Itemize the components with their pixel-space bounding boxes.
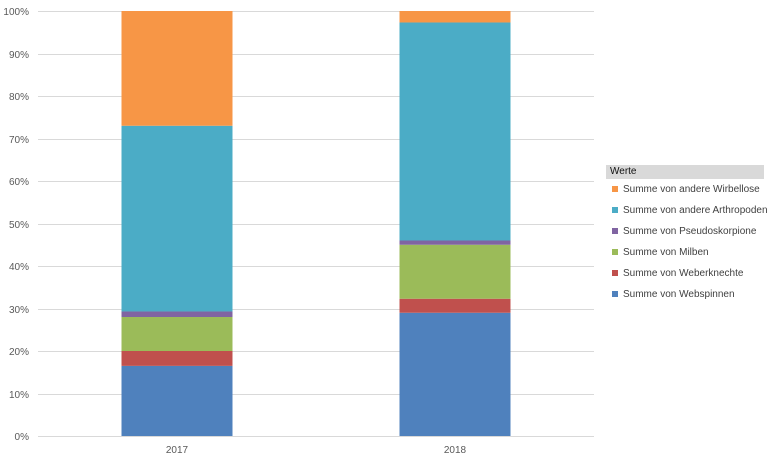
bar-segment bbox=[399, 244, 511, 299]
y-tick-label: 50% bbox=[9, 220, 29, 231]
legend-title: Werte bbox=[606, 165, 764, 179]
legend-label: Summe von Weberknechte bbox=[623, 268, 744, 279]
x-tick-label: 2018 bbox=[444, 445, 467, 456]
legend: Werte Summe von andere Wirbellose Summe … bbox=[606, 165, 768, 305]
y-tick-label: 80% bbox=[9, 92, 29, 103]
legend-item-milben: Summe von Milben bbox=[606, 242, 764, 263]
y-tick-label: 100% bbox=[3, 7, 29, 18]
bar-segment bbox=[121, 11, 233, 126]
y-tick-label: 70% bbox=[9, 135, 29, 146]
legend-swatch bbox=[612, 207, 618, 213]
legend-swatch bbox=[612, 249, 618, 255]
legend-swatch bbox=[612, 291, 618, 297]
legend-item-weberknechte: Summe von Weberknechte bbox=[606, 263, 764, 284]
bar-segment bbox=[121, 317, 233, 351]
bar-segment bbox=[399, 312, 511, 436]
y-tick-label: 0% bbox=[15, 432, 30, 443]
legend-swatch bbox=[612, 270, 618, 276]
bar-segment bbox=[399, 22, 511, 241]
bar-segment bbox=[121, 365, 233, 436]
legend-label: Summe von andere Arthropoden bbox=[623, 205, 768, 216]
legend-item-webspinnen: Summe von Webspinnen bbox=[606, 284, 764, 305]
y-tick-label: 60% bbox=[9, 177, 29, 188]
bar-segment bbox=[121, 125, 233, 312]
y-tick-label: 90% bbox=[9, 50, 29, 61]
legend-label: Summe von Webspinnen bbox=[623, 289, 735, 300]
legend-label: Summe von Pseudoskorpione bbox=[623, 226, 757, 237]
legend-item-andere-wirbellose: Summe von andere Wirbellose bbox=[606, 179, 764, 200]
legend-swatch bbox=[612, 228, 618, 234]
bar-segment bbox=[399, 11, 511, 23]
y-tick-label: 10% bbox=[9, 390, 29, 401]
legend-label: Summe von andere Wirbellose bbox=[623, 184, 760, 195]
bar-segment bbox=[121, 351, 233, 366]
legend-item-pseudoskorpione: Summe von Pseudoskorpione bbox=[606, 221, 764, 242]
x-tick-label: 2017 bbox=[166, 445, 189, 456]
y-tick-label: 40% bbox=[9, 262, 29, 273]
legend-swatch bbox=[612, 186, 618, 192]
legend-item-andere-arthropoden: Summe von andere Arthropoden bbox=[606, 200, 768, 221]
y-tick-label: 30% bbox=[9, 305, 29, 316]
bar-segment bbox=[121, 311, 233, 317]
bar-segment bbox=[399, 298, 511, 313]
bar-segment bbox=[399, 240, 511, 245]
y-tick-label: 20% bbox=[9, 347, 29, 358]
legend-label: Summe von Milben bbox=[623, 247, 709, 258]
